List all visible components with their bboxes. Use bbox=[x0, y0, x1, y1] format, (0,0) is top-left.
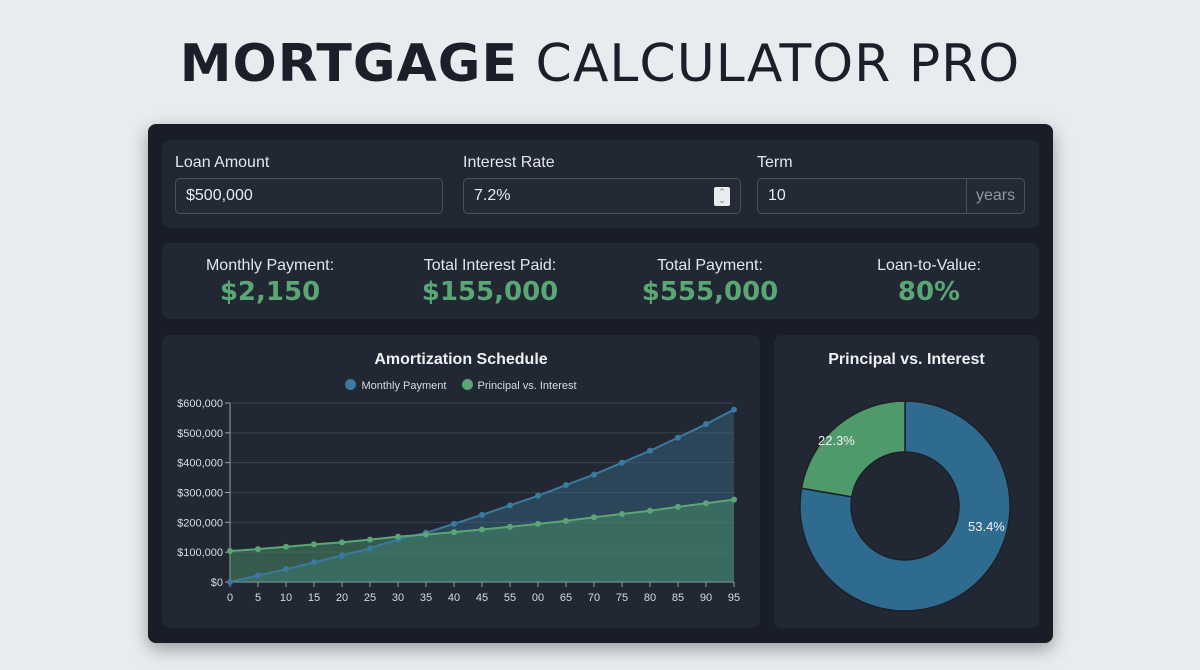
svg-text:15: 15 bbox=[308, 592, 320, 604]
stat-value: $2,150 bbox=[219, 277, 321, 307]
legend-item-monthly-payment[interactable]: Monthly Payment bbox=[345, 379, 446, 392]
stat-label: Total Payment: bbox=[657, 257, 763, 274]
svg-text:$600,000: $600,000 bbox=[177, 398, 223, 410]
chart-legend: Monthly Payment Principal vs. Interest bbox=[162, 379, 760, 392]
svg-text:80: 80 bbox=[644, 592, 656, 604]
interest-rate-input[interactable]: 7.2% ⌃ ⌄ bbox=[463, 178, 741, 214]
pie-chart-panel: Principal vs. Interest 53.4% 22.3% bbox=[774, 335, 1039, 628]
inputs-panel: Loan Amount $500,000 Interest Rate 7.2% … bbox=[162, 140, 1039, 228]
donut-slice[interactable] bbox=[799, 400, 1011, 612]
svg-text:95: 95 bbox=[728, 592, 740, 604]
svg-text:$300,000: $300,000 bbox=[177, 488, 223, 500]
svg-text:30: 30 bbox=[392, 592, 404, 604]
stat-loan-to-value: Loan-to-Value: 80% bbox=[829, 257, 1029, 307]
svg-text:$500,000: $500,000 bbox=[177, 428, 223, 440]
amortization-line-chart: $0 $100,000 $200,000 $300,000 $400,000 $500,0… bbox=[177, 398, 740, 604]
svg-text:$400,000: $400,000 bbox=[177, 458, 223, 470]
svg-text:65: 65 bbox=[560, 592, 572, 604]
stat-monthly-payment: Monthly Payment: $2,150 bbox=[170, 257, 370, 307]
chart-title: Amortization Schedule bbox=[374, 351, 548, 368]
stat-label: Total Interest Paid: bbox=[423, 257, 557, 274]
stat-total-payment: Total Payment: $555,000 bbox=[610, 257, 810, 307]
stat-total-interest: Total Interest Paid: $155,000 bbox=[390, 257, 590, 307]
svg-text:$0: $0 bbox=[211, 577, 223, 589]
legend-item-principal-interest[interactable]: Principal vs. Interest bbox=[461, 379, 577, 392]
interest-rate-label: Interest Rate bbox=[463, 154, 555, 171]
svg-text:55: 55 bbox=[504, 592, 516, 604]
svg-text:$100,000: $100,000 bbox=[177, 547, 223, 559]
svg-text:20: 20 bbox=[336, 592, 348, 604]
amortization-chart-panel: Amortization Schedule Monthly Payment Pr… bbox=[162, 335, 760, 628]
term-input[interactable]: 10 years bbox=[757, 178, 1025, 214]
stat-value: 80% bbox=[897, 277, 961, 307]
legend-dot-icon bbox=[461, 379, 473, 390]
results-panel: Monthly Payment: $2,150 Total Interest P… bbox=[162, 243, 1039, 319]
svg-text:85: 85 bbox=[672, 592, 684, 604]
term-value: 10 bbox=[768, 187, 786, 204]
principal-interest-donut-chart: 53.4% 22.3% bbox=[799, 400, 1011, 612]
term-unit-addon: years bbox=[966, 179, 1024, 213]
interest-rate-value: 7.2% bbox=[474, 187, 511, 204]
slice-label: 53.4% bbox=[968, 519, 1005, 534]
svg-text:40: 40 bbox=[448, 592, 460, 604]
loan-amount-label: Loan Amount bbox=[175, 154, 270, 171]
svg-text:00: 00 bbox=[532, 592, 544, 604]
title-bold: MORTGAGE bbox=[179, 34, 519, 94]
title-light: CALCULATOR PRO bbox=[535, 34, 1021, 94]
svg-text:$200,000: $200,000 bbox=[177, 517, 223, 529]
loan-amount-input[interactable]: $500,000 bbox=[175, 178, 443, 214]
svg-text:70: 70 bbox=[588, 592, 600, 604]
stat-label: Monthly Payment: bbox=[205, 257, 335, 274]
term-label: Term bbox=[757, 154, 793, 171]
svg-text:75: 75 bbox=[616, 592, 628, 604]
calculator-app: Loan Amount $500,000 Interest Rate 7.2% … bbox=[148, 124, 1053, 643]
svg-text:90: 90 bbox=[700, 592, 712, 604]
donut-slice[interactable] bbox=[800, 400, 906, 498]
svg-text:10: 10 bbox=[280, 592, 292, 604]
slice-label: 22.3% bbox=[818, 433, 855, 448]
svg-text:0: 0 bbox=[227, 592, 233, 604]
loan-amount-value: $500,000 bbox=[186, 187, 253, 204]
svg-text:5: 5 bbox=[255, 592, 261, 604]
svg-text:25: 25 bbox=[364, 592, 376, 604]
stat-value: $155,000 bbox=[421, 277, 559, 307]
svg-text:35: 35 bbox=[420, 592, 432, 604]
stat-value: $555,000 bbox=[641, 277, 779, 307]
pie-chart-title: Principal vs. Interest bbox=[828, 351, 985, 368]
legend-dot-icon bbox=[345, 379, 357, 390]
page-title: MORTGAGE CALCULATOR PRO bbox=[0, 34, 1200, 94]
svg-text:45: 45 bbox=[476, 592, 488, 604]
stat-label: Loan-to-Value: bbox=[877, 257, 981, 274]
rate-spinner-icon[interactable]: ⌃ ⌄ bbox=[714, 187, 730, 206]
